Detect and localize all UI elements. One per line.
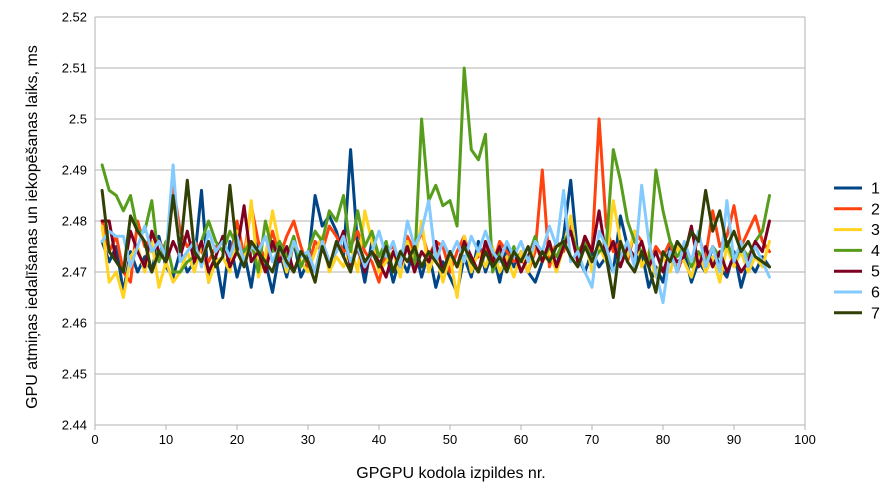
y-tick-label: 2.49 [62, 163, 87, 178]
y-tick-label: 2.47 [62, 265, 87, 280]
legend-label-6: 6 [871, 285, 880, 302]
x-tick-label: 0 [91, 432, 98, 447]
y-tick-label: 2.51 [62, 61, 87, 76]
legend-label-5: 5 [871, 264, 880, 281]
x-axis-label: GPGPU kodola izpildes nr. [356, 465, 545, 482]
series-line-7 [100, 178, 771, 299]
y-tick-label: 2.52 [62, 10, 87, 25]
x-tick-label: 30 [301, 432, 315, 447]
y-tick-label: 2.46 [62, 316, 87, 331]
x-tick-label: 100 [794, 432, 816, 447]
legend-label-7: 7 [871, 305, 880, 322]
legend-label-1: 1 [871, 181, 880, 198]
y-axis-label: GPU atmiņas iedalīšanas un iekopēšanas l… [24, 45, 41, 409]
legend-label-2: 2 [871, 201, 880, 218]
series-lines [100, 66, 771, 305]
y-tick-label: 2.48 [62, 214, 87, 229]
legend-label-3: 3 [871, 222, 880, 239]
x-tick-label: 20 [230, 432, 244, 447]
x-tick-label: 10 [159, 432, 173, 447]
x-tick-labels: 0 10 20 30 40 50 60 70 80 90 100 [91, 432, 815, 447]
y-tick-label: 2.45 [62, 367, 87, 382]
series-line-4 [100, 66, 771, 274]
y-tick-labels: 2.44 2.45 2.46 2.47 2.48 2.49 2.5 2.51 2.52 [62, 10, 87, 433]
x-tick-label: 40 [372, 432, 386, 447]
legend-label-4: 4 [871, 243, 880, 260]
x-tick-label: 80 [656, 432, 670, 447]
series-line-1 [100, 148, 771, 299]
legend: 1 2 3 4 5 6 7 [834, 181, 880, 322]
y-tick-label: 2.44 [62, 418, 87, 433]
x-tick-label: 90 [727, 432, 741, 447]
x-tick-label: 50 [443, 432, 457, 447]
gridlines [94, 16, 806, 430]
x-tick-label: 70 [585, 432, 599, 447]
y-tick-label: 2.5 [69, 112, 87, 127]
x-tick-label: 60 [514, 432, 528, 447]
